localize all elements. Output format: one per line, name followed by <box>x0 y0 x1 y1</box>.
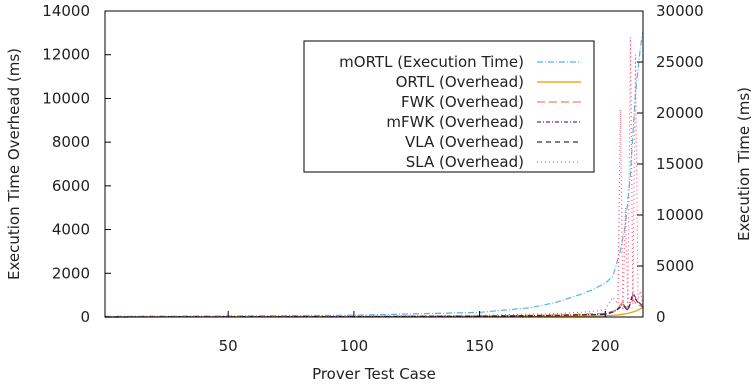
legend-label: VLA (Overhead) <box>405 133 524 151</box>
y-left-tick-label: 10000 <box>42 89 90 107</box>
legend-label: FWK (Overhead) <box>401 93 524 111</box>
y-right-tick-label: 20000 <box>656 104 704 122</box>
y-left-tick-label: 4000 <box>52 221 90 239</box>
series-line <box>104 291 644 318</box>
y-left-tick-label: 2000 <box>52 264 90 282</box>
x-tick-label: 100 <box>340 337 369 355</box>
y-left-tick-label: 0 <box>80 308 90 326</box>
axes-layer: 50 100 150 20002000400060008000100001200014… <box>42 2 703 355</box>
y-left-axis-label: Execution Time Overhead (ms) <box>5 48 23 280</box>
x-tick-label: 150 <box>465 337 494 355</box>
y-left-tick-label: 12000 <box>42 46 90 64</box>
x-tick-label: 200 <box>591 337 620 355</box>
legend-label: mORTL (Execution Time) <box>339 53 524 71</box>
legend-box <box>303 40 595 173</box>
y-left-tick-label: 8000 <box>52 133 90 151</box>
x-tick-label: 50 <box>219 337 238 355</box>
y-right-tick-label: 30000 <box>656 2 704 20</box>
y-left-tick-label: 6000 <box>52 177 90 195</box>
y-right-tick-label: 25000 <box>656 53 704 71</box>
y-right-tick-label: 15000 <box>656 155 704 173</box>
x-axis-label: Prover Test Case <box>312 365 436 383</box>
y-right-tick-label: 0 <box>656 308 666 326</box>
legend-label: ORTL (Overhead) <box>396 73 524 91</box>
legend-label: mFWK (Overhead) <box>386 113 524 131</box>
y-right-axis-label: Execution Time (ms) <box>735 87 753 241</box>
y-right-tick-label: 5000 <box>656 257 694 275</box>
legend-label: SLA (Overhead) <box>406 153 524 171</box>
y-left-tick-label: 14000 <box>42 2 90 20</box>
series-line <box>104 31 644 317</box>
series-line <box>104 293 644 318</box>
legend: mORTL (Execution Time) ORTL (Overhead) FWK… <box>303 40 595 173</box>
y-right-tick-label: 10000 <box>656 206 704 224</box>
